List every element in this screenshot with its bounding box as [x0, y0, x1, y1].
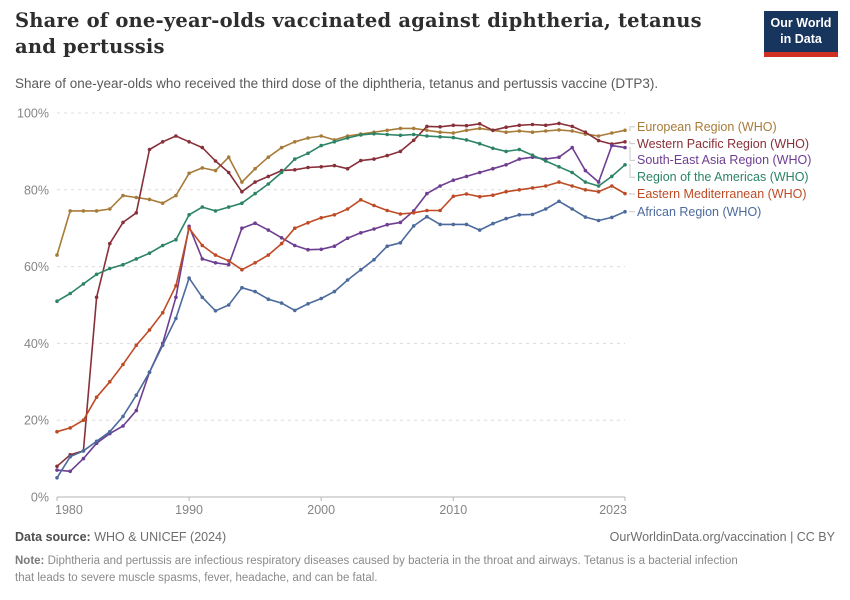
x-axis-tick-label: 2023 — [599, 503, 627, 517]
series-european-region-who[interactable] — [55, 126, 627, 257]
x-axis-tick-label: 2010 — [439, 503, 467, 517]
y-axis-tick-label: 0% — [31, 491, 49, 505]
owid-logo-line1: Our World — [770, 16, 832, 31]
series-western-pacific-region-who[interactable] — [55, 121, 627, 469]
series-african-region-who[interactable] — [55, 199, 627, 480]
chart-subtitle: Share of one-year-olds who received the … — [15, 76, 659, 91]
x-axis-tick-label: 1980 — [55, 503, 83, 517]
footer-note-label: Note: — [15, 555, 45, 567]
owid-logo-line2: in Data — [780, 31, 822, 46]
data-source-label: Data source: — [15, 530, 91, 544]
y-axis-tick-label: 100% — [17, 107, 49, 121]
page-title: Share of one-year-olds vaccinated agains… — [15, 9, 702, 59]
data-source-value: WHO & UNICEF (2024) — [90, 530, 227, 544]
legend-item-african-region-who[interactable]: African Region (WHO) — [637, 204, 762, 219]
series-eastern-mediterranean-who[interactable] — [55, 180, 627, 434]
footer-note-text: Diphtheria and pertussis are infectious … — [15, 555, 738, 585]
y-axis-tick-label: 20% — [24, 414, 49, 428]
footer-note: Note: Diphtheria and pertussis are infec… — [15, 553, 753, 588]
footer-link[interactable]: OurWorldinData.org/vaccination | CC BY — [609, 530, 835, 544]
owid-logo[interactable]: Our World in Data — [764, 11, 838, 57]
x-axis-tick-label: 1990 — [175, 503, 203, 517]
legend-item-south-east-asia-region-who[interactable]: South-East Asia Region (WHO) — [637, 153, 812, 168]
legend-item-western-pacific-region-who[interactable]: Western Pacific Region (WHO) — [637, 136, 810, 151]
y-gridlines: 0% 20% 40% 60% 80% 100% — [17, 107, 625, 505]
x-axis-tick-label: 2000 — [307, 503, 335, 517]
y-axis-tick-label: 80% — [24, 183, 49, 197]
footer: Data source: WHO & UNICEF (2024) OurWorl… — [15, 530, 835, 544]
legend-item-european-region-who[interactable]: European Region (WHO) — [637, 119, 777, 134]
series-region-of-the-americas-who[interactable] — [55, 131, 627, 304]
legend-item-region-of-the-americas-who[interactable]: Region of the Americas (WHO) — [637, 170, 809, 185]
legend-item-eastern-mediterranean-who[interactable]: Eastern Mediterranean (WHO) — [637, 186, 807, 201]
y-axis-tick-label: 40% — [24, 337, 49, 351]
x-axis: 1980 1990 2000 2010 2023 — [55, 497, 627, 517]
data-source: Data source: WHO & UNICEF (2024) — [15, 530, 226, 544]
y-axis-tick-label: 60% — [24, 260, 49, 274]
